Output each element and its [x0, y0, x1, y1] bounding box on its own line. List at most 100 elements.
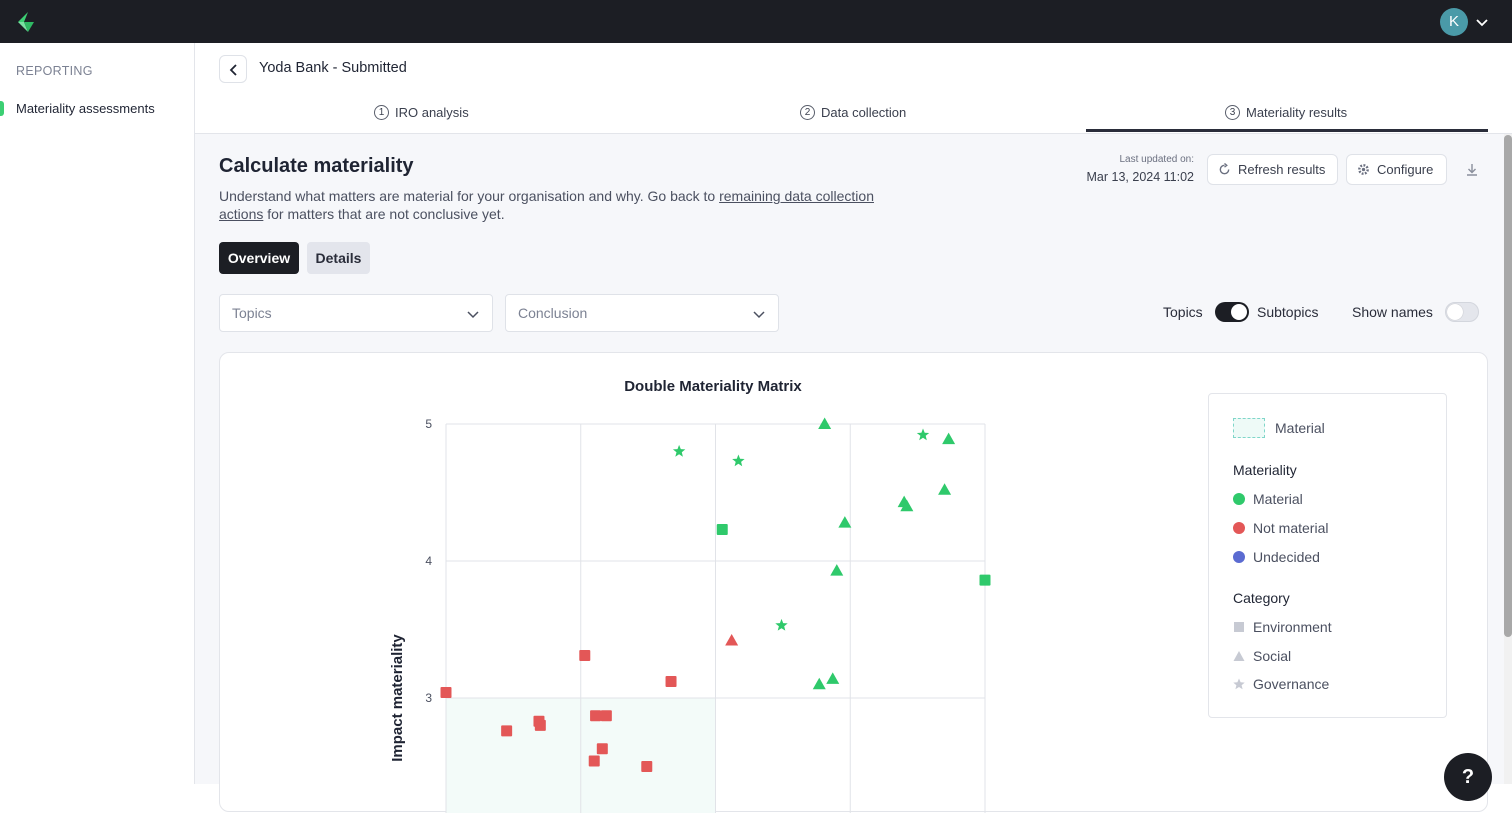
download-icon[interactable]	[1464, 162, 1480, 178]
data-point-star	[916, 428, 930, 441]
configure-label: Configure	[1377, 162, 1434, 177]
tab-details[interactable]: Details	[307, 242, 370, 274]
legend-item-label: Social	[1253, 648, 1292, 664]
sidebar-item-materiality-assessments[interactable]: Materiality assessments	[0, 97, 194, 121]
data-point-square	[979, 574, 991, 586]
topics-placeholder: Topics	[232, 305, 272, 321]
data-point-star	[672, 444, 686, 457]
legend-item-social: Social	[1233, 648, 1291, 664]
section-description: Understand what matters are material for…	[219, 187, 879, 223]
data-point-triangle	[838, 516, 852, 528]
y-axis-label: Impact materiality	[389, 634, 406, 762]
step-tab-data-collection[interactable]: 2 Data collection	[800, 105, 906, 120]
chevron-down-icon[interactable]	[1474, 14, 1490, 30]
data-point-triangle	[942, 432, 956, 445]
legend-item-undecided: Undecided	[1233, 549, 1320, 565]
page-header: Yoda Bank - Submitted 1 IRO analysis 2 D…	[195, 43, 1512, 134]
gear-icon	[1358, 164, 1369, 175]
material-area-swatch	[1233, 418, 1265, 438]
app-logo-icon[interactable]	[14, 10, 36, 34]
back-button[interactable]	[219, 55, 247, 83]
last-updated-label: Last updated on:	[1119, 154, 1194, 165]
data-point-square	[501, 725, 513, 737]
last-updated-value: Mar 13, 2024 11:02	[1086, 170, 1194, 184]
sidebar-section-heading: REPORTING	[16, 64, 93, 78]
section-title: Calculate materiality	[219, 155, 414, 177]
conclusion-placeholder: Conclusion	[518, 305, 588, 321]
chevron-left-icon	[229, 64, 237, 76]
tab-overview[interactable]: Overview	[219, 242, 299, 274]
page-scrollbar-thumb[interactable]	[1504, 135, 1512, 637]
data-point-triangle	[830, 564, 844, 576]
data-point-square	[579, 650, 591, 662]
legend-item-material: Material	[1233, 491, 1303, 507]
data-point-triangle	[826, 672, 840, 684]
data-point-square	[596, 743, 608, 755]
topics-select[interactable]: Topics	[219, 294, 493, 332]
legend-item-label: Governance	[1253, 676, 1330, 692]
legend-item-label: Not material	[1253, 520, 1329, 536]
chart-legend: Material Materiality Material Not materi…	[1208, 393, 1447, 718]
topics-subtopics-toggle[interactable]	[1215, 302, 1249, 322]
sidebar-item-label: Materiality assessments	[16, 101, 155, 116]
data-point-square	[534, 719, 546, 731]
data-point-square	[600, 710, 612, 722]
step-label: IRO analysis	[395, 105, 469, 120]
toggle-knob	[1447, 304, 1463, 320]
sidebar: REPORTING Materiality assessments	[0, 43, 195, 784]
data-point-square	[641, 761, 653, 772]
remaining-actions-link[interactable]: remaining data collection actions	[219, 188, 874, 222]
legend-item-label: Undecided	[1253, 549, 1320, 565]
legend-material-area-label: Material	[1275, 420, 1325, 436]
legend-item-environment: Environment	[1233, 619, 1332, 635]
step-number: 3	[1225, 105, 1240, 120]
configure-button[interactable]: Configure	[1346, 154, 1447, 185]
y-tick-label: 4	[425, 554, 432, 568]
data-point-square	[440, 687, 452, 699]
help-button[interactable]: ?	[1444, 753, 1492, 801]
top-navigation-bar: K	[0, 0, 1512, 43]
description-text-suffix: for matters that are not conclusive yet.	[263, 206, 505, 222]
step-label: Data collection	[821, 105, 907, 120]
data-point-square	[716, 523, 728, 535]
legend-item-governance: Governance	[1233, 676, 1329, 692]
data-point-square	[665, 676, 677, 688]
step-label: Materiality results	[1246, 105, 1348, 120]
data-point-triangle	[725, 633, 739, 646]
toggle-topics-label: Topics	[1163, 304, 1203, 320]
chart-card: Double Materiality Matrix 5 4 3 Impact mater…	[219, 352, 1488, 813]
step-tab-iro-analysis[interactable]: 1 IRO analysis	[374, 105, 469, 120]
refresh-results-button[interactable]: Refresh results	[1207, 154, 1338, 185]
data-point-star	[732, 454, 745, 467]
show-names-label: Show names	[1352, 304, 1433, 320]
data-point-star	[775, 618, 788, 631]
user-avatar[interactable]: K	[1440, 8, 1468, 36]
active-indicator	[0, 101, 4, 116]
chevron-down-icon	[753, 311, 765, 319]
refresh-label: Refresh results	[1238, 162, 1326, 177]
toggle-knob	[1231, 304, 1247, 320]
main-content: Calculate materiality Understand what ma…	[195, 134, 1504, 813]
legend-material-area: Material	[1233, 418, 1325, 438]
blue-dot-icon	[1233, 551, 1245, 563]
conclusion-select[interactable]: Conclusion	[505, 294, 779, 332]
active-step-indicator	[1086, 129, 1488, 132]
data-point-triangle	[818, 417, 832, 429]
step-tab-materiality-results[interactable]: 3 Materiality results	[1225, 105, 1347, 120]
step-number: 2	[800, 105, 815, 120]
data-point-triangle	[938, 483, 952, 495]
triangle-icon	[1233, 651, 1245, 661]
chevron-down-icon	[467, 311, 479, 319]
refresh-icon	[1219, 163, 1230, 175]
red-dot-icon	[1233, 522, 1245, 534]
star-icon	[1233, 678, 1245, 690]
y-tick-label: 3	[425, 691, 432, 705]
toggle-subtopics-label: Subtopics	[1257, 304, 1319, 320]
legend-item-not-material: Not material	[1233, 520, 1328, 536]
legend-materiality-heading: Materiality	[1233, 462, 1297, 478]
description-text: Understand what matters are material for…	[219, 188, 720, 204]
show-names-toggle[interactable]	[1445, 302, 1479, 322]
materiality-chart: Double Materiality Matrix 5 4 3 Impact mater…	[389, 378, 991, 813]
data-point-square	[590, 710, 602, 722]
y-tick-label: 5	[425, 417, 432, 431]
